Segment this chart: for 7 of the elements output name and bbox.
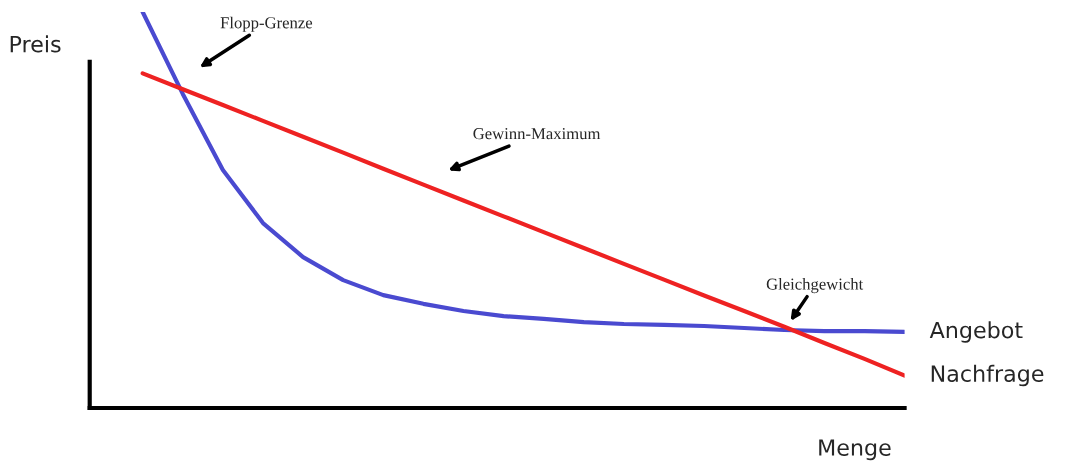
y-axis-title: Preis: [10, 35, 61, 53]
x-axis-title: Menge: [819, 439, 891, 461]
series-label: Angebot: [929, 321, 1023, 343]
annotation: Flopp-Grenze: [220, 16, 313, 32]
annotation: Gewinn-Maximum: [473, 128, 601, 140]
annotation: Gleichgewicht: [766, 277, 864, 294]
series-label: Nachfrage: [931, 364, 1044, 387]
